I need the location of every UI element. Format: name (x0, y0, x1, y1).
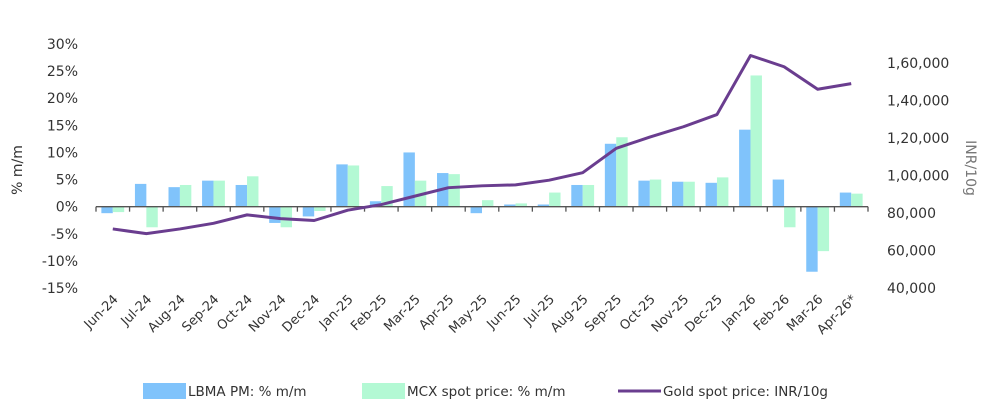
x-tick-label: Aug-25 (548, 292, 592, 336)
y-tick-label-right: 1,20,000 (887, 131, 949, 147)
y-tick-label-right: 60,000 (887, 244, 936, 260)
bar-mcx (784, 206, 796, 228)
x-tick-label: Sep-25 (582, 292, 625, 335)
y-tick-label-right: 40,000 (887, 281, 936, 297)
bar-mcx (179, 184, 192, 207)
y-tick-label-left: 15% (47, 118, 78, 134)
y-tick-label-right: 1,00,000 (887, 169, 949, 185)
right-axis: 40,000 60,000 80,000 1,00,000 1,20,000 1,40,0… (887, 56, 949, 297)
y-tick-label-right: 80,000 (887, 206, 936, 222)
legend: LBMA PM: % m/m MCX spot price: % m/m Gol… (143, 383, 828, 400)
y-tick-label-left: 5% (56, 173, 78, 189)
x-tick-label: Jun-25 (484, 292, 525, 333)
y-tick-label-left: 30% (47, 37, 78, 53)
x-tick-label: Mar-25 (381, 292, 423, 334)
y-tick-label-left: -15% (42, 281, 78, 297)
y-axis-title-right: INR/10g (962, 140, 978, 196)
y-tick-label-left: 10% (47, 145, 78, 161)
bar-mcx (582, 184, 595, 207)
bar-lbma (671, 181, 684, 207)
bar-mcx (314, 206, 326, 212)
bar-mcx (817, 206, 830, 252)
x-tick-label: Sep-24 (179, 292, 222, 335)
y-tick-label-left: 20% (47, 91, 78, 107)
bar-mcx (112, 206, 125, 213)
y-axis-title-left: % m/m (10, 145, 26, 195)
y-tick-label-left: -10% (42, 254, 78, 270)
bar-mcx (482, 200, 494, 207)
bar-lbma (101, 206, 113, 214)
left-axis: -15% -10% -5% 0% 5% 10% 15% 20% 25% 30% (42, 37, 78, 297)
legend-label-lbma: LBMA PM: % m/m (188, 384, 307, 400)
x-tick-label: Dec-25 (682, 292, 725, 335)
bar-lbma (739, 129, 751, 207)
gold-price-line (112, 54, 852, 236)
bar-lbma (571, 184, 583, 207)
x-tick-label: Dec-24 (280, 292, 323, 335)
x-tick-label: Jun-24 (81, 292, 122, 333)
x-tick-label: Aug-24 (145, 292, 189, 336)
bar-lbma (168, 187, 180, 207)
bar-lbma (470, 206, 482, 214)
y-tick-label-left: -5% (51, 227, 78, 243)
bar-lbma (839, 192, 852, 207)
bar-lbma (604, 143, 617, 207)
bar-lbma (504, 204, 516, 207)
legend-label-mcx: MCX spot price: % m/m (407, 384, 565, 400)
bar-lbma (537, 204, 550, 207)
legend-swatch-mcx (362, 383, 405, 399)
bar-mcx (448, 174, 460, 207)
bar-mcx (616, 137, 628, 207)
bar-lbma (772, 179, 785, 207)
bar-lbma (369, 201, 382, 207)
bar-mcx (280, 206, 293, 228)
bar-mcx (247, 176, 259, 207)
bars (101, 75, 863, 272)
bar-mcx (683, 181, 695, 207)
bar-mcx (649, 179, 662, 207)
bar-mcx (146, 206, 158, 228)
y-tick-label-right: 1,40,000 (887, 94, 949, 110)
bar-mcx (851, 193, 863, 207)
legend-swatch-lbma (143, 383, 186, 399)
bar-lbma (202, 180, 214, 207)
bar-mcx (515, 203, 527, 207)
bar-mcx (381, 186, 393, 207)
bar-lbma (302, 206, 315, 217)
x-tick-labels: Jun-24Jul-24Aug-24Sep-24Oct-24Nov-24Dec-… (81, 292, 860, 338)
bar-mcx (750, 75, 762, 207)
y-tick-label-left: 0% (56, 200, 78, 216)
bar-mcx (347, 165, 360, 207)
bar-lbma (134, 183, 147, 207)
bar-lbma (638, 180, 650, 207)
bar-lbma (269, 206, 281, 223)
bar-mcx (716, 177, 729, 207)
bar-lbma (806, 206, 818, 272)
bar-lbma (403, 152, 415, 207)
gold-line (112, 54, 852, 236)
bar-mcx (213, 180, 225, 207)
bar-lbma (705, 182, 717, 207)
bar-lbma (336, 164, 348, 207)
bar-mcx (549, 192, 561, 207)
y-tick-label-left: 25% (47, 64, 78, 80)
bar-lbma (235, 184, 248, 207)
legend-label-gold: Gold spot price: INR/10g (663, 384, 828, 400)
y-tick-label-right: 1,60,000 (887, 56, 949, 72)
